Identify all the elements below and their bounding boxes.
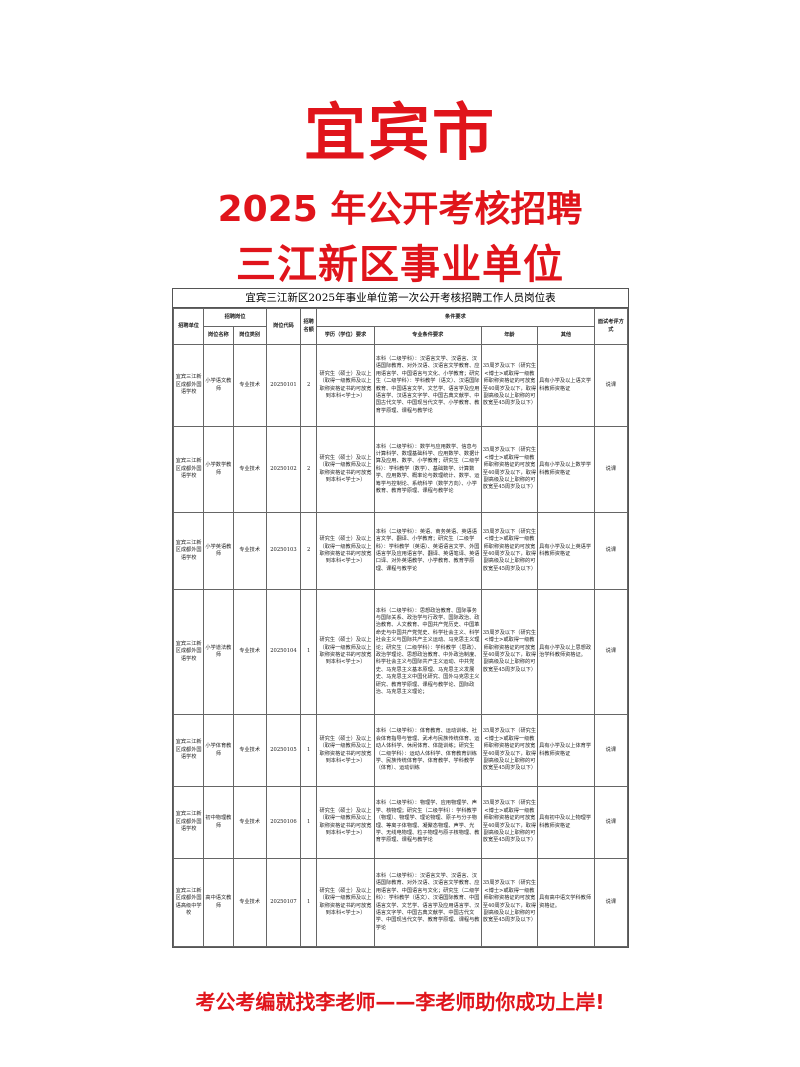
cell-type: 专业技术 <box>232 858 267 947</box>
cell-major: 本科（二级学科）：汉语言文学、汉语言、汉语国际教育、对外汉语、汉语言文学教育、应… <box>373 344 482 427</box>
cell-code: 20250102 <box>265 426 302 513</box>
cell-method: 说课 <box>593 512 629 590</box>
cell-unit: 宜宾三江新区成都外国语高级中学校 <box>172 858 205 947</box>
header-position-type: 岗位类别 <box>232 326 267 345</box>
cell-education: 研究生（硕士）及以上（取得一级教师及以上职称资格证书的可放宽到本科<学士>） <box>316 426 375 513</box>
cell-education: 研究生（硕士）及以上（取得一级教师及以上职称资格证书的可放宽到本科<学士>） <box>316 589 375 715</box>
cell-quota: 1 <box>300 589 318 715</box>
header-other: 其他 <box>537 326 595 345</box>
table-row: 宜宾三江新区成都外国语学校 初中物理教师 专业技术 20250106 1 研究生（硕士）及… <box>172 786 629 859</box>
cell-other: 具有小学及以上英语学科教师资格证 <box>537 512 595 590</box>
header-age: 年龄 <box>480 326 539 345</box>
cell-code: 20250107 <box>265 858 302 947</box>
cell-name: 小学语文教师 <box>203 344 234 427</box>
cell-name: 初中物理教师 <box>203 786 234 859</box>
cell-code: 20250104 <box>265 589 302 715</box>
cell-type: 专业技术 <box>232 589 267 715</box>
cell-education: 研究生（硕士）及以上（取得一级教师及以上职称资格证书的可放宽到本科<学士>） <box>316 858 375 947</box>
cell-other: 具有小学及以上体育学科教师资格证 <box>537 714 595 787</box>
cell-unit: 宜宾三江新区成都外国语学校 <box>172 344 205 427</box>
header-method: 面试考评方式 <box>593 308 629 345</box>
cell-type: 专业技术 <box>232 786 267 859</box>
cell-quota: 1 <box>300 714 318 787</box>
cell-other: 具有初中及以上物理学科教师资格证 <box>537 786 595 859</box>
cell-unit: 宜宾三江新区成都外国语学校 <box>172 589 205 715</box>
cell-age: 35周岁及以下（研究生<博士>或取得一级教师职称资格证的可放宽至40周岁及以下，… <box>480 344 539 427</box>
header-unit: 招聘单位 <box>172 308 205 345</box>
cell-name: 小学体育教师 <box>203 714 234 787</box>
table-row: 宜宾三江新区成都外国语学校 小学英语教师 专业技术 20250103 2 研究生（硕士）及… <box>172 512 629 590</box>
header-conditions: 条件要求 <box>316 308 595 327</box>
table-row: 宜宾三江新区成都外国语学校 小学语文教师 专业技术 20250101 2 研究生（硕士）及… <box>172 344 629 427</box>
table-row: 宜宾三江新区成都外国语学校 小学道法教师 专业技术 20250104 1 研究生（硕士）及… <box>172 589 629 715</box>
cell-age: 35周岁及以下（研究生<博士>或取得一级教师职称资格证的可放宽至40周岁及以下，… <box>480 426 539 513</box>
cell-quota: 2 <box>300 344 318 427</box>
cell-age: 35周岁及以下（研究生<博士>或取得一级教师职称资格证的可放宽至40周岁及以下，… <box>480 786 539 859</box>
cell-name: 小学数学教师 <box>203 426 234 513</box>
header-position-name: 岗位名称 <box>203 326 234 345</box>
table-row: 宜宾三江新区成都外国语学校 小学数学教师 专业技术 20250102 2 研究生（硕士）及… <box>172 426 629 513</box>
cell-type: 专业技术 <box>232 344 267 427</box>
cell-other: 具有高中语文学科教师资格证。 <box>537 858 595 947</box>
cell-method: 说课 <box>593 714 629 787</box>
cell-method: 说课 <box>593 589 629 715</box>
header-major: 专业条件要求 <box>373 326 482 345</box>
cell-major: 本科（二级学科）：思想政治教育、国际事务与国际关系、政治学与行政学、国际政治、政… <box>373 589 482 715</box>
cell-major: 本科（二级学科）：物理学、应用物理学、声学、核物理；研究生（二级学科）：学科教学… <box>373 786 482 859</box>
cell-education: 研究生（硕士）及以上（取得一级教师及以上职称资格证书的可放宽到本科<学士>） <box>316 512 375 590</box>
cell-method: 说课 <box>593 786 629 859</box>
cell-education: 研究生（硕士）及以上（取得一级教师及以上职称资格证书的可放宽到本科<学士>） <box>316 786 375 859</box>
cell-name: 小学英语教师 <box>203 512 234 590</box>
cell-age: 35周岁及以下（研究生<博士>或取得一级教师职称资格证的可放宽至40周岁及以下，… <box>480 589 539 715</box>
cell-type: 专业技术 <box>232 512 267 590</box>
cell-code: 20250105 <box>265 714 302 787</box>
poster-title-year: 2025 年公开考核招聘 <box>217 189 583 230</box>
position-table: 宜宾三江新区2025年事业单位第一次公开考核招聘工作人员岗位表 招聘单位 招聘岗… <box>172 288 629 948</box>
cell-major: 本科（二级学科）：数学与应用数学、信息与计算科学、数理基础科学、应用数学、数据计… <box>373 426 482 513</box>
poster-title-city: 宜宾市 <box>303 96 496 169</box>
cell-education: 研究生（硕士）及以上（取得一级教师及以上职称资格证书的可放宽到本科<学士>） <box>316 344 375 427</box>
cell-code: 20250106 <box>265 786 302 859</box>
table-title: 宜宾三江新区2025年事业单位第一次公开考核招聘工作人员岗位表 <box>173 289 628 308</box>
cell-method: 说课 <box>593 858 629 947</box>
header-quota: 招聘名额 <box>300 308 318 345</box>
cell-age: 35周岁及以下（研究生<博士>或取得一级教师职称资格证的可放宽至40周岁及以下，… <box>480 512 539 590</box>
cell-quota: 2 <box>300 512 318 590</box>
cell-unit: 宜宾三江新区成都外国语学校 <box>172 714 205 787</box>
header-position-group: 招聘岗位 <box>203 308 267 327</box>
cell-other: 具有小学及以上语文学科教师资格证 <box>537 344 595 427</box>
cell-quota: 2 <box>300 426 318 513</box>
header-code: 岗位代码 <box>265 308 302 345</box>
cell-unit: 宜宾三江新区成都外国语学校 <box>172 426 205 513</box>
table-row: 宜宾三江新区成都外国语学校 小学体育教师 专业技术 20250105 1 研究生（硕士）及… <box>172 714 629 787</box>
cell-major: 本科（二级学科）：汉语言文学、汉语言、汉语国际教育、对外汉语、汉语言文学教育、应… <box>373 858 482 947</box>
cell-unit: 宜宾三江新区成都外国语学校 <box>172 786 205 859</box>
cell-unit: 宜宾三江新区成都外国语学校 <box>172 512 205 590</box>
cell-age: 35周岁及以下（研究生<博士>或取得一级教师职称资格证的可放宽至40周岁及以下，… <box>480 858 539 947</box>
cell-education: 研究生（硕士）及以上（取得一级教师及以上职称资格证书的可放宽到本科<学士>） <box>316 714 375 787</box>
cell-name: 小学道法教师 <box>203 589 234 715</box>
cell-method: 说课 <box>593 426 629 513</box>
poster-title-org: 三江新区事业单位 <box>236 242 564 288</box>
cell-major: 本科（二级学科）：英语、商务英语、英语语言文学、翻译、小学教育；研究生（二级学科… <box>373 512 482 590</box>
header-education: 学历（学位）要求 <box>316 326 375 345</box>
cell-other: 具有小学及以上数学学科教师资格证 <box>537 426 595 513</box>
cell-other: 具有小学及以上思想政治学科教师资格证。 <box>537 589 595 715</box>
cell-major: 本科（二级学科）：体育教育、运动训练、社会体育指导与管理、武术与民族传统体育、运… <box>373 714 482 787</box>
footer-slogan: 考公考编就找李老师——李老师助你成功上岸! <box>195 990 605 1014</box>
cell-quota: 1 <box>300 858 318 947</box>
cell-age: 35周岁及以下（研究生<博士>或取得一级教师职称资格证的可放宽至40周岁及以下，… <box>480 714 539 787</box>
cell-code: 20250101 <box>265 344 302 427</box>
cell-quota: 1 <box>300 786 318 859</box>
cell-type: 专业技术 <box>232 714 267 787</box>
cell-method: 说课 <box>593 344 629 427</box>
cell-code: 20250103 <box>265 512 302 590</box>
cell-name: 高中语文教师 <box>203 858 234 947</box>
table-row: 宜宾三江新区成都外国语高级中学校 高中语文教师 专业技术 20250107 1 研究生（硕… <box>172 858 629 947</box>
cell-type: 专业技术 <box>232 426 267 513</box>
